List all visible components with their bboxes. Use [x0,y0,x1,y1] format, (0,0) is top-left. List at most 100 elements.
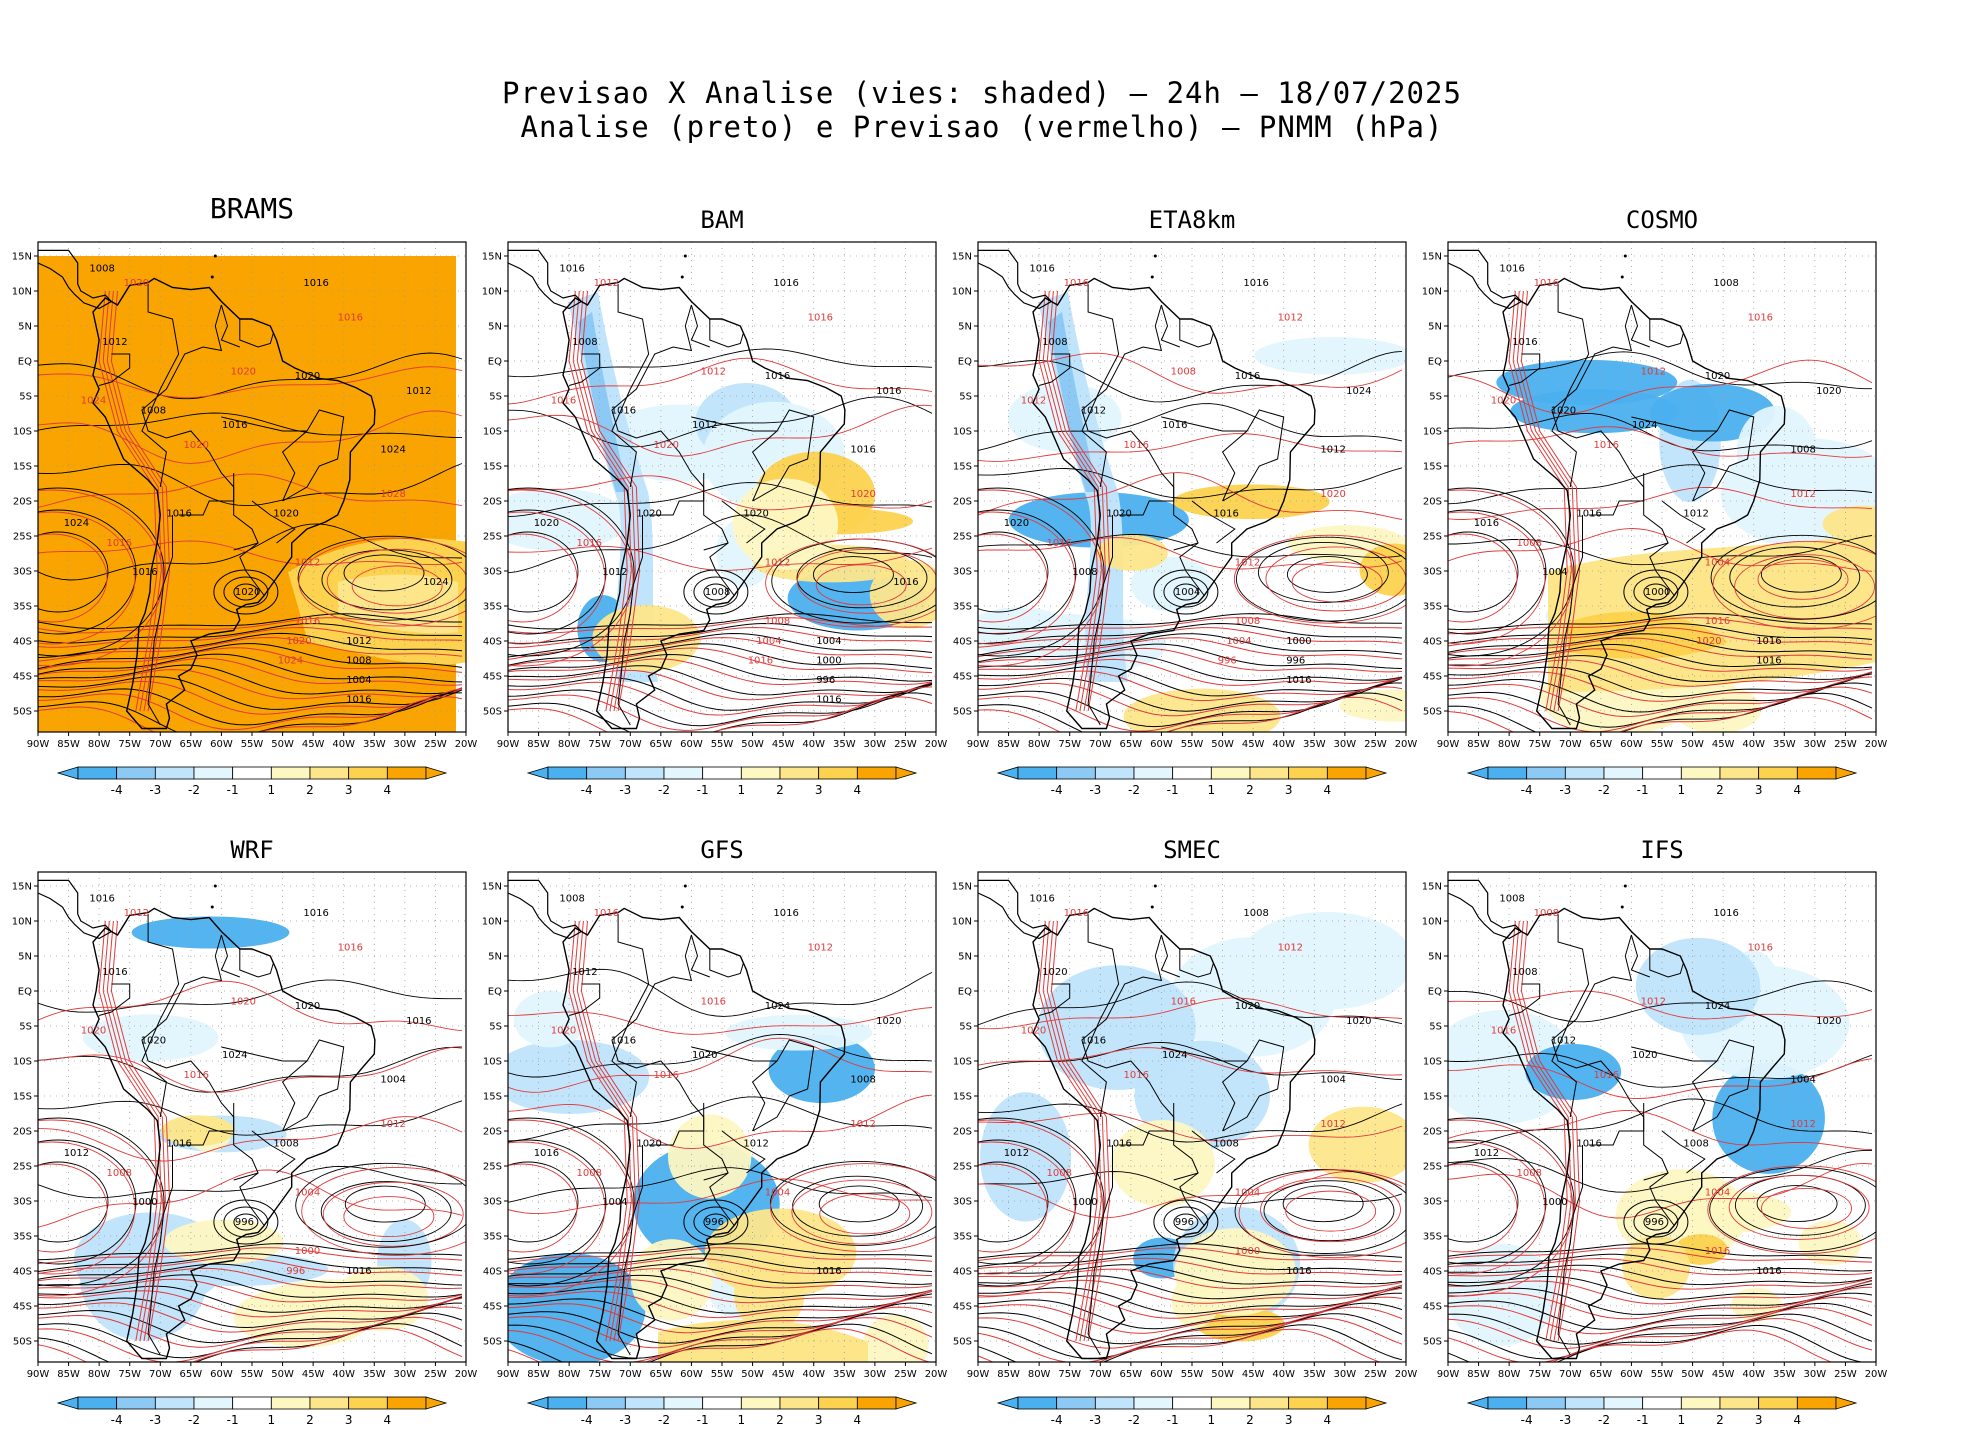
lat-label: 35S [483,1232,502,1243]
forecast-isobar [110,290,171,712]
analysis-contour-label: 1012 [346,636,371,647]
colorbar-label: -4 [1521,1413,1533,1427]
forecast-isobar [508,1279,933,1304]
analysis-isobar [978,1103,1403,1143]
bias-shading [1308,1106,1406,1183]
colorbar-swatch [1564,766,1605,780]
lat-label: 50S [953,707,972,718]
forecast-isobar [580,290,641,712]
analysis-isobar [1448,509,1547,635]
lon-label: 50W [271,1369,294,1380]
coastline [92,907,376,1360]
colorbar-arrow-right [895,766,918,780]
forecast-contour-label: 1012 [1790,1119,1815,1130]
coastline [92,277,376,730]
forecast-isobar [576,920,636,1342]
lat-label: 20S [13,1127,32,1138]
country-border [251,1130,296,1174]
lon-label: 65W [1120,739,1143,750]
country-border [1661,1130,1706,1174]
forecast-contour-label: 1004 [756,636,781,647]
forecast-isobar [102,920,162,1342]
analysis-contour-label: 1012 [692,420,717,431]
country-border [1118,473,1175,516]
colorbar-swatch [1172,766,1212,780]
colorbar-label: 4 [854,1413,862,1427]
analysis-contour-label: 1020 [876,1016,901,1027]
colorbar-label: -3 [149,783,161,797]
colorbar-label: 4 [1794,783,1802,797]
analysis-contour-label: 1024 [1632,420,1657,431]
colorbar-swatch [232,766,272,780]
lat-label: 5S [1429,392,1442,403]
lon-label: 70W [1559,1369,1582,1380]
forecast-contour-label: 1020 [184,440,209,451]
analysis-contour-label: 1020 [636,508,661,519]
forecast-isobar [343,1196,435,1238]
lon-label: 90W [967,1369,990,1380]
analysis-contour-label: 1008 [559,893,584,904]
colorbar-swatch [1603,1396,1644,1410]
forecast-isobar [978,1257,1403,1276]
forecast-contour-label: 1016 [1705,1246,1730,1257]
forecast-isobar [322,1181,464,1247]
forecast-isobar [978,1317,1403,1362]
colorbar-label: -1 [697,783,709,797]
country-border [1588,1103,1645,1146]
analysis-contour-label: 1008 [1713,278,1738,289]
analysis-isobar [978,1302,1403,1345]
forecast-isobar [978,472,1403,520]
forecast-contour-label: 1012 [124,908,149,919]
analysis-isobar [38,1100,463,1136]
coastline [562,907,846,1360]
map-svg: 1016 1008 1016 1020 1024 1020 1020 1016 1016 1012… [1422,241,1887,797]
forecast-isobar [978,658,1403,686]
lat-label: 35S [483,602,502,613]
forecast-isobar [38,680,463,715]
lat-label: 45S [953,672,972,683]
forecast-contour-label: 1016 [1491,1026,1516,1037]
colorbar-swatch [1249,1396,1290,1410]
forecast-isobar [1734,554,1876,620]
forecast-isobar [508,1119,634,1297]
colorbar-label: 2 [1716,1413,1724,1427]
forecast-contour-label: 1012 [380,1119,405,1130]
analysis-contour-label: 1016 [1286,1266,1311,1277]
analysis-contour-label: 996 [1286,655,1305,666]
bias-shading [508,1039,650,1114]
analysis-contour-label: 1020 [1235,1001,1260,1012]
island [1123,864,1126,867]
analysis-contour-label: 1012 [1474,1148,1499,1159]
colorbar-label: -1 [1637,1413,1649,1427]
analysis-contour-label: 1016 [765,371,790,382]
lat-label: 50S [953,1337,972,1348]
colorbar-label: -2 [1128,783,1140,797]
analysis-isobar [1448,1161,1519,1243]
analysis-isobar [978,1264,1403,1285]
lon-label: 60W [1620,739,1643,750]
island [1593,864,1596,867]
map-plot: 1016 1016 1008 1012 1016 1016 1024 1020 1020 1016… [952,241,1417,797]
forecast-contour-label: 1024 [278,655,303,666]
coastline [1032,907,1316,1360]
analysis-isobar [978,1161,1049,1243]
colorbar-label: 3 [1755,1413,1763,1427]
lon-label: 60W [210,1369,233,1380]
lat-label: 35S [1423,602,1442,613]
lat-label: 30S [953,1197,972,1208]
lat-label: EQ [1428,987,1442,998]
forecast-contour-label: 1004 [765,1187,790,1198]
analysis-contour-label: 996 [1645,1217,1664,1228]
lat-label: 5N [18,952,32,963]
colorbar-swatch [1719,766,1760,780]
analysis-contour-label: 1024 [380,445,405,456]
analysis-isobar [508,1161,579,1243]
lon-label: 90W [27,1369,50,1380]
analysis-contour-label: 1008 [1243,908,1268,919]
analysis-isobar [1643,1213,1669,1231]
analysis-contour-label: 1016 [1106,1138,1131,1149]
colorbar-swatch [77,1396,118,1410]
panel-brams: BRAMS 1008 1016 1012 1008 1016 1020 1012 1016 102… [12,192,478,802]
country-border [1649,319,1684,348]
island [653,234,656,237]
